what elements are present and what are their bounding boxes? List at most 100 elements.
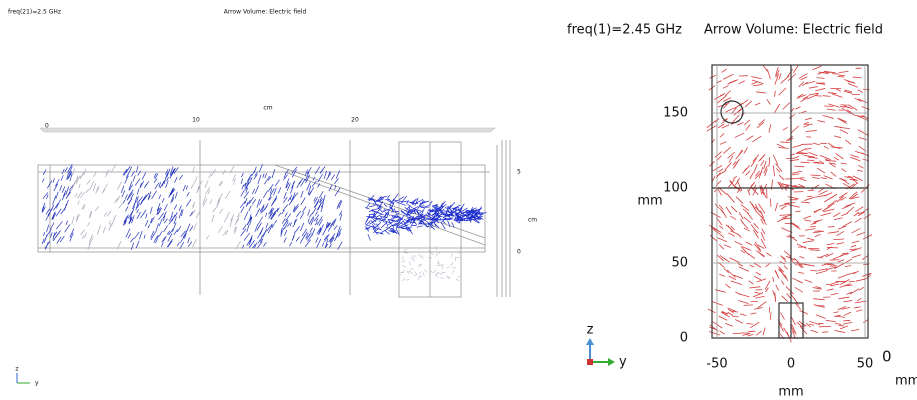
arrow: [125, 228, 131, 238]
arrow: [400, 224, 408, 228]
arrow: [479, 211, 487, 216]
arrow: [316, 227, 322, 235]
arrow: [835, 153, 844, 160]
arrow: [253, 242, 258, 249]
arrow: [233, 178, 236, 185]
arrow: [787, 73, 797, 81]
arrow: [439, 203, 447, 211]
arrow: [744, 100, 752, 108]
arrow: [406, 200, 409, 205]
arrow: [417, 264, 422, 268]
arrow: [134, 231, 140, 239]
arrow: [778, 87, 787, 96]
arrow: [820, 212, 832, 217]
arrow: [742, 246, 751, 251]
arrow: [816, 270, 828, 275]
arrow: [218, 181, 223, 186]
arrow: [718, 204, 724, 210]
arrow: [760, 185, 765, 195]
arrow: [718, 225, 724, 230]
arrow: [304, 239, 311, 248]
arrow: [61, 193, 66, 201]
arrow: [848, 104, 858, 111]
arrow: [67, 190, 72, 197]
arrow: [249, 177, 253, 184]
arrow: [55, 199, 61, 209]
arrow: [330, 221, 335, 227]
arrow: [812, 287, 822, 290]
arrow: [843, 319, 851, 322]
arrow: [419, 205, 425, 207]
arrow: [174, 212, 178, 217]
arrow: [211, 168, 216, 177]
arrow: [80, 172, 85, 179]
arrow: [709, 74, 717, 79]
arrow: [844, 176, 851, 179]
arrow: [753, 262, 762, 268]
arrow: [136, 209, 139, 214]
arrow: [143, 192, 150, 201]
arrow: [294, 226, 300, 233]
arrow: [46, 224, 50, 233]
arrow: [306, 167, 312, 175]
arrow: [805, 148, 812, 150]
arrow: [163, 225, 168, 233]
arrow: [390, 198, 395, 205]
arrow: [223, 215, 229, 223]
arrow: [841, 306, 851, 310]
arrow: [267, 176, 272, 181]
arrow: [418, 253, 422, 258]
arrow: [772, 276, 775, 282]
arrow: [153, 172, 157, 178]
arrow: [55, 208, 62, 217]
arrow: [435, 271, 439, 276]
arrow: [406, 217, 415, 221]
arrow: [401, 270, 405, 274]
arrow: [280, 231, 283, 237]
arrow: [781, 295, 789, 303]
arrow: [419, 213, 423, 218]
arrow: [757, 244, 765, 249]
arrow: [453, 206, 460, 210]
arrow: [167, 233, 173, 242]
arrow: [851, 254, 861, 259]
arrow: [186, 199, 192, 207]
arrow: [393, 208, 397, 214]
arrow: [450, 253, 453, 258]
arrow: [439, 277, 444, 279]
arrow: [717, 187, 722, 196]
arrow-field: [41, 164, 487, 282]
arrow: [335, 231, 341, 239]
arrow: [818, 71, 829, 75]
arrow: [753, 276, 762, 281]
arrow: [792, 277, 802, 283]
arrow: [818, 190, 828, 196]
arrow: [168, 228, 174, 236]
arrow: [842, 252, 848, 255]
arrow: [334, 234, 338, 242]
arrow: [319, 168, 324, 174]
arrow: [761, 228, 766, 235]
arrow: [374, 231, 384, 235]
arrow: [753, 84, 763, 87]
arrow: [135, 240, 140, 249]
arrow: [384, 209, 390, 217]
triad-z: z: [15, 366, 18, 373]
arrow: [192, 203, 195, 209]
arrow: [235, 215, 240, 223]
arrow: [232, 174, 236, 182]
arrow: [791, 173, 800, 176]
arrow: [753, 164, 758, 174]
arrow: [468, 211, 476, 214]
arrow: [128, 216, 133, 224]
arrow: [262, 230, 267, 236]
arrow: [794, 286, 804, 293]
arrow: [827, 199, 838, 207]
arrow: [115, 195, 121, 203]
arrow: [257, 174, 262, 185]
arrow: [436, 209, 440, 217]
arrow: [156, 208, 160, 216]
arrow: [162, 211, 167, 219]
arrow: [370, 219, 376, 226]
arrow: [285, 213, 292, 222]
